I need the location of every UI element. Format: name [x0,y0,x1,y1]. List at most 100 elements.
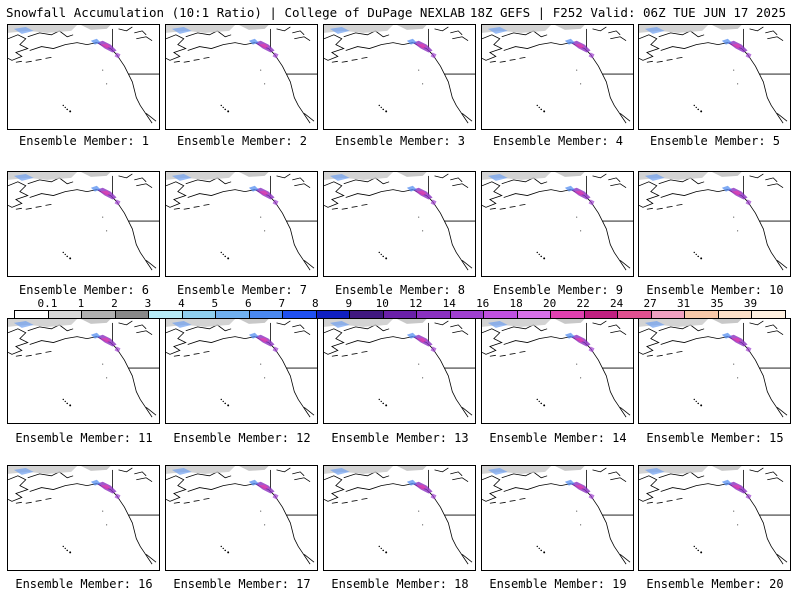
colorbar-swatch [584,311,619,318]
member-label: Ensemble Member: 15 [646,431,784,445]
colorbar-swatch [383,311,418,318]
colorbar-tick-label: 5 [211,297,219,310]
snowfall-map [324,466,475,565]
member-label: Ensemble Member: 5 [649,134,781,148]
colorbar-tick-label: 7 [278,297,286,310]
colorbar-tick-label: 0.1 [37,297,58,310]
member-map-panel [323,318,476,424]
member-map-panel [638,24,791,130]
colorbar-swatch [15,311,49,318]
colorbar-swatch [450,311,485,318]
colorbar-tick-label: 9 [345,297,353,310]
colorbar-tick-label: 31 [676,297,691,310]
member-label: Ensemble Member: 2 [176,134,308,148]
colorbar-swatch [283,311,317,318]
member-label: Ensemble Member: 14 [489,431,627,445]
snowfall-map [166,466,317,565]
colorbar-tick-label: 39 [743,297,758,310]
colorbar-swatch [517,311,552,318]
colorbar-tick-label: 4 [178,297,185,310]
colorbar-swatch [82,311,116,318]
member-label: Ensemble Member: 4 [492,134,624,148]
colorbar-tick-label: 35 [710,297,724,310]
member-label: Ensemble Member: 3 [334,134,466,148]
colorbar-swatch [752,311,785,318]
snowfall-map [166,25,317,124]
colorbar-swatch [685,311,719,318]
colorbar-tick-label: 10 [375,297,389,310]
snowfall-map [482,172,633,271]
colorbar-swatch [115,311,150,318]
colorbar-tick-label: 12 [409,297,423,310]
colorbar-swatch [618,311,652,318]
snowfall-map [166,319,317,418]
colorbar-tick-label: 24 [609,297,624,310]
member-label: Ensemble Member: 17 [173,577,311,591]
member-label: Ensemble Member: 12 [173,431,311,445]
member-label: Ensemble Member: 20 [646,577,784,591]
snowfall-map [639,25,790,124]
member-map-panel [481,318,634,424]
member-label: Ensemble Member: 6 [18,283,150,297]
member-map-panel [165,171,318,277]
snowfall-map [8,172,159,271]
member-map-panel [7,465,160,571]
snowfall-map [324,319,475,418]
colorbar-tick-label: 27 [643,297,657,310]
member-map-panel [481,171,634,277]
snowfall-map [324,172,475,271]
colorbar-swatch [216,311,250,318]
member-label: Ensemble Member: 9 [492,283,624,297]
snowfall-map [482,319,633,418]
snowfall-map [639,466,790,565]
member-map-panel [323,24,476,130]
member-map-panel [7,171,160,277]
snowfall-map [482,25,633,124]
colorbar-tick-label: 16 [476,297,490,310]
snowfall-map [639,172,790,271]
member-map-panel [323,465,476,571]
colorbar-swatch [651,311,686,318]
colorbar-swatch [350,311,384,318]
member-map-panel [7,318,160,424]
snowfall-map [639,319,790,418]
run-info: 18Z GEFS | F252 Valid: 06Z TUE JUN 17 20… [469,5,786,20]
member-label: Ensemble Member: 1 [18,134,150,148]
member-label: Ensemble Member: 7 [176,283,308,297]
page-title: Snowfall Accumulation (10:1 Ratio) | Col… [6,5,466,20]
snowfall-map [482,466,633,565]
member-label: Ensemble Member: 16 [15,577,153,591]
member-map-panel [7,24,160,130]
colorbar-swatch [249,311,284,318]
snowfall-map [8,25,159,124]
member-map-panel [165,318,318,424]
colorbar-tick-label: 22 [576,297,590,310]
colorbar-tick-label: 8 [311,297,319,310]
member-map-panel [165,24,318,130]
member-label: Ensemble Member: 18 [331,577,469,591]
member-map-panel [481,465,634,571]
snowfall-map [324,25,475,124]
member-map-panel [638,465,791,571]
colorbar-swatch [149,311,183,318]
colorbar-swatch [316,311,351,318]
colorbar-swatch [484,311,518,318]
snowfall-map [8,319,159,418]
colorbar-swatch [551,311,585,318]
member-label: Ensemble Member: 10 [646,283,784,297]
member-map-panel [638,318,791,424]
colorbar-labels: 0.1 1 2 3 4 5 6 7 8 9 10 12 14 16 18 20 22 24 27 31 35 39 [14,297,784,310]
colorbar-tick-label: 3 [144,297,152,310]
colorbar-tick-label: 6 [245,297,252,310]
member-map-panel [323,171,476,277]
snowfall-map [166,172,317,271]
colorbar-swatch [182,311,217,318]
member-label: Ensemble Member: 13 [331,431,469,445]
member-map-panel [638,171,791,277]
member-label: Ensemble Member: 19 [489,577,627,591]
member-label: Ensemble Member: 11 [15,431,153,445]
colorbar [14,310,786,319]
colorbar-swatch [417,311,451,318]
member-label: Ensemble Member: 8 [334,283,466,297]
member-map-panel [165,465,318,571]
